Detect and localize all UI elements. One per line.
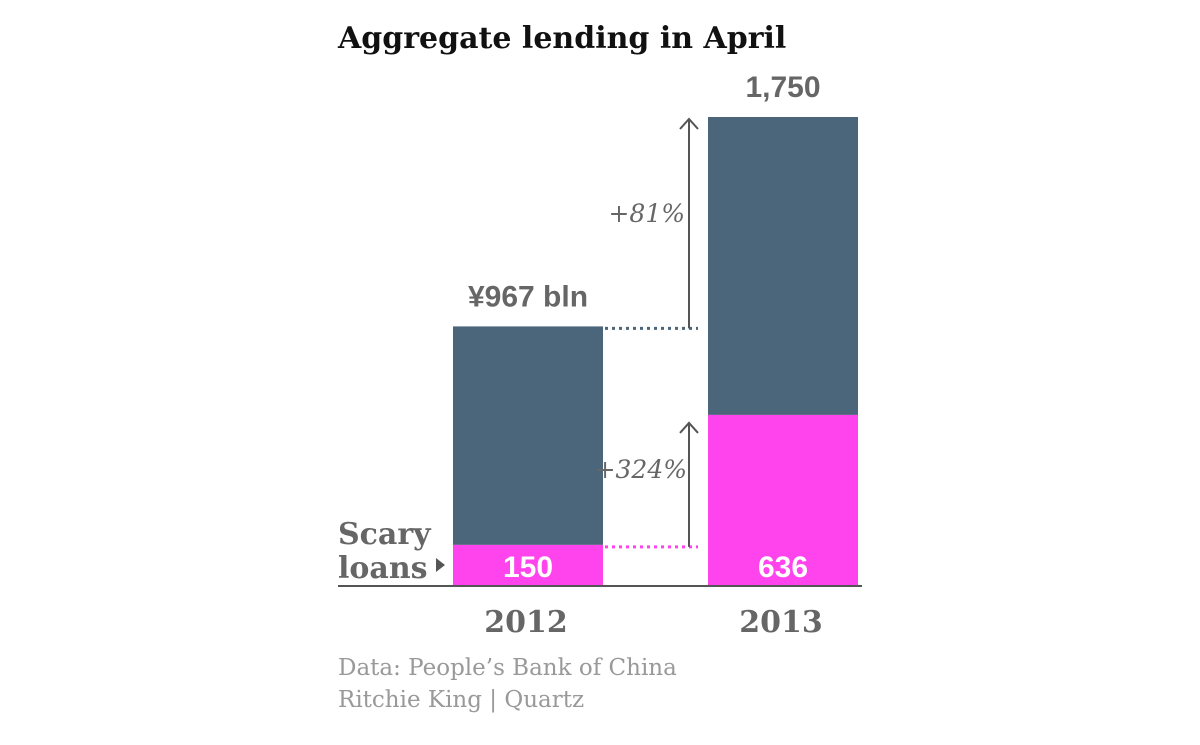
bar-scary-loans-2012 xyxy=(453,544,603,585)
bar-other-lending-2012 xyxy=(453,326,603,545)
arrow-scary-loans-change-head xyxy=(679,421,699,434)
chart-title: Aggregate lending in April xyxy=(337,21,786,56)
scary-loans-value-label-2012: 150 xyxy=(503,551,553,584)
bar-scary-loans-2013 xyxy=(708,414,858,585)
series-label-pointer-icon xyxy=(436,558,445,572)
change-label-total: +81% xyxy=(608,199,685,228)
arrow-total-change-head xyxy=(679,117,699,130)
series-label-scary-line2: loans xyxy=(338,551,428,586)
x-tick-label-2012: 2012 xyxy=(484,605,568,640)
source-data-line: Data: People’s Bank of China xyxy=(338,655,677,681)
scary-loans-value-label-2013: 636 xyxy=(758,551,808,584)
series-label-scary-line1: Scary xyxy=(338,517,432,552)
bar-other-lending-2013 xyxy=(708,117,858,415)
total-value-label-2013: 1,750 xyxy=(745,71,820,104)
source-credit-line: Ritchie King | Quartz xyxy=(338,687,584,713)
change-label-scary-loans: +324% xyxy=(595,455,687,484)
x-tick-label-2013: 2013 xyxy=(739,605,823,640)
total-value-label-2012: ¥967 bln xyxy=(468,280,588,313)
